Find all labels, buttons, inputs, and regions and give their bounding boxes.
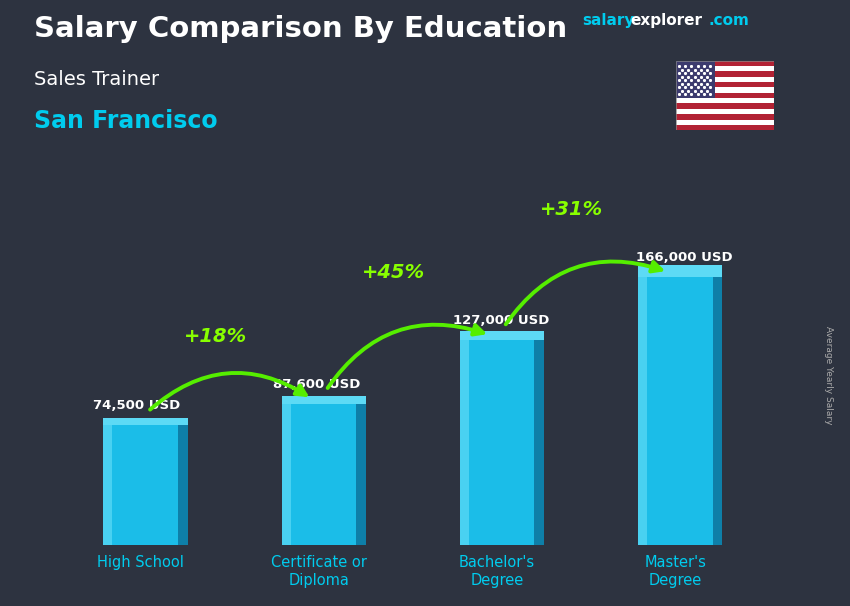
Bar (535, 340, 544, 545)
Bar (638, 265, 722, 277)
Bar (104, 418, 188, 425)
Text: 74,500 USD: 74,500 USD (93, 399, 180, 412)
Bar (638, 277, 712, 545)
Bar (676, 104, 774, 109)
Bar (676, 61, 774, 66)
Text: explorer: explorer (631, 13, 703, 28)
Bar (712, 277, 722, 545)
Bar (676, 114, 774, 119)
Bar (281, 396, 366, 404)
Bar (676, 66, 774, 72)
Text: .com: .com (708, 13, 749, 28)
Text: 127,000 USD: 127,000 USD (452, 315, 549, 327)
Bar (281, 404, 356, 545)
Bar (676, 125, 774, 130)
Bar (676, 98, 774, 104)
Bar (104, 425, 112, 545)
Text: San Francisco: San Francisco (34, 109, 218, 133)
Text: 166,000 USD: 166,000 USD (636, 251, 733, 264)
Bar (460, 330, 544, 340)
Bar (460, 340, 535, 545)
Text: +18%: +18% (184, 327, 247, 346)
Text: Sales Trainer: Sales Trainer (34, 70, 159, 88)
Bar (281, 404, 291, 545)
Bar (676, 72, 774, 77)
Bar (638, 277, 647, 545)
Bar (676, 61, 715, 98)
Text: 87,600 USD: 87,600 USD (273, 378, 360, 391)
Bar (460, 340, 468, 545)
Bar (676, 77, 774, 82)
Bar (356, 404, 366, 545)
Bar (104, 425, 178, 545)
Text: +45%: +45% (362, 264, 425, 282)
Text: Salary Comparison By Education: Salary Comparison By Education (34, 15, 567, 43)
Text: +31%: +31% (541, 201, 604, 219)
Text: Average Yearly Salary: Average Yearly Salary (824, 327, 833, 425)
Bar (676, 119, 774, 125)
Bar (676, 82, 774, 87)
Bar (676, 87, 774, 93)
Text: salary: salary (582, 13, 635, 28)
Bar (676, 93, 774, 98)
Bar (676, 109, 774, 114)
Bar (178, 425, 188, 545)
